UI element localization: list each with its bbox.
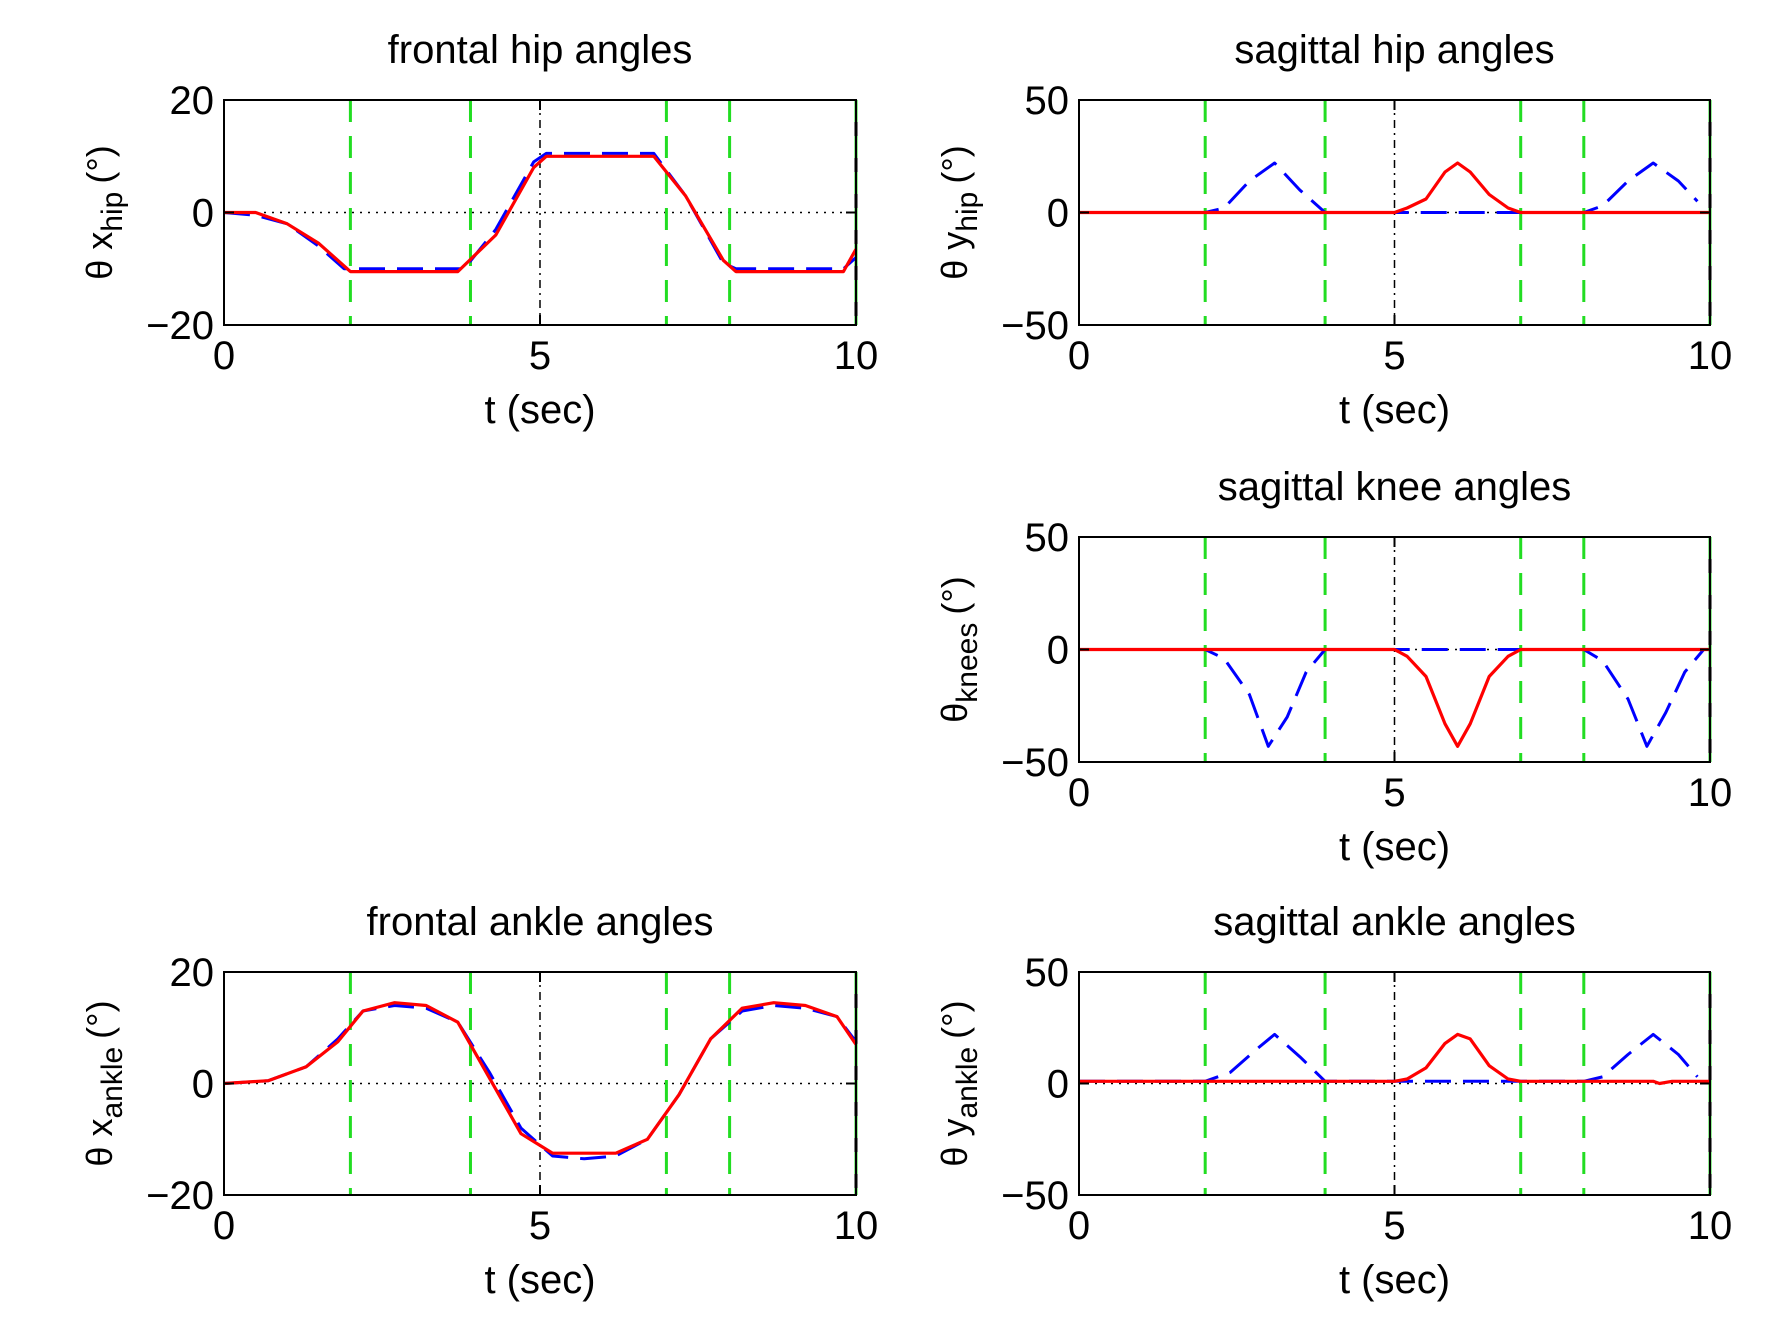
frontal-hip-y-tick-label: −20	[146, 304, 214, 348]
sagittal-knee-y-tick-label: −50	[1001, 741, 1069, 785]
frontal-ankle-x-axis-label: t (sec)	[484, 1258, 595, 1302]
sagittal-hip-title: sagittal hip angles	[1234, 28, 1554, 72]
frontal-hip-title: frontal hip angles	[388, 28, 693, 72]
frontal-hip-x-axis-label: t (sec)	[484, 388, 595, 432]
sagittal-ankle-y-axis-label-unit: (°)	[934, 1000, 975, 1038]
frontal-hip-y-axis-label-unit: (°)	[79, 145, 120, 183]
sagittal-hip-y-axis-label: θ yhip (°)	[934, 145, 984, 279]
frontal-hip-y-axis-label-sub: hip	[96, 192, 129, 232]
frontal-ankle-y-tick-label: 20	[170, 951, 215, 995]
sagittal-ankle-x-tick-label: 5	[1383, 1204, 1405, 1248]
sagittal-hip-y-tick-label: 50	[1025, 79, 1070, 123]
sagittal-hip-series-solid	[1079, 161, 1710, 215]
frontal-ankle-x-tick-label: 5	[529, 1204, 551, 1248]
frontal-ankle-title: frontal ankle angles	[367, 900, 714, 944]
sagittal-knee-y-tick-label: 0	[1047, 629, 1069, 673]
sagittal-ankle-y-tick-label: 50	[1025, 951, 1070, 995]
sagittal-ankle-x-axis-label: t (sec)	[1339, 1258, 1450, 1302]
sagittal-knee-y-axis-label-sub: knees	[951, 623, 984, 703]
sagittal-knee-x-tick-label: 0	[1068, 771, 1090, 815]
sagittal-hip-x-axis-label: t (sec)	[1339, 388, 1450, 432]
sagittal-ankle-y-tick-label: 0	[1047, 1063, 1069, 1107]
sagittal-hip-y-tick-label: 0	[1047, 192, 1069, 236]
frontal-hip-series-solid	[224, 154, 858, 274]
frontal-hip-x-tick-label: 5	[529, 334, 551, 378]
sagittal-knee-series-solid	[1079, 647, 1710, 748]
sagittal-hip-y-tick-label: −50	[1001, 304, 1069, 348]
frontal-hip-x-tick-label: 0	[213, 334, 235, 378]
frontal-ankle-y-tick-label: 0	[192, 1063, 214, 1107]
frontal-hip-x-tick-label: 10	[834, 334, 879, 378]
sagittal-ankle-y-axis-label: θ yankle (°)	[934, 1000, 984, 1166]
sagittal-knee-x-tick-label: 10	[1688, 771, 1733, 815]
sagittal-ankle-y-axis-label-sub: ankle	[951, 1047, 984, 1119]
frontal-ankle-y-tick-label: −20	[146, 1174, 214, 1218]
sagittal-knee-title: sagittal knee angles	[1218, 465, 1572, 509]
frontal-hip-y-tick-label: 0	[192, 192, 214, 236]
sagittal-knee-y-axis-label-main: θ	[934, 703, 975, 723]
sagittal-hip-y-axis-label-unit: (°)	[934, 145, 975, 183]
sagittal-hip-x-tick-label: 0	[1068, 334, 1090, 378]
sagittal-hip-x-tick-label: 10	[1688, 334, 1733, 378]
frontal-ankle-x-tick-label: 10	[834, 1204, 879, 1248]
sagittal-hip-x-tick-label: 5	[1383, 334, 1405, 378]
sagittal-knee-x-axis-label: t (sec)	[1339, 825, 1450, 869]
sagittal-ankle-title: sagittal ankle angles	[1213, 900, 1575, 944]
sagittal-ankle-y-tick-label: −50	[1001, 1174, 1069, 1218]
frontal-hip-y-tick-label: 20	[170, 79, 215, 123]
sagittal-ankle-x-tick-label: 0	[1068, 1204, 1090, 1248]
sagittal-ankle-x-tick-label: 10	[1688, 1204, 1733, 1248]
sagittal-hip-y-axis-label-sub: hip	[951, 192, 984, 232]
frontal-ankle-series-solid	[223, 1001, 858, 1155]
frontal-ankle-x-tick-label: 0	[213, 1204, 235, 1248]
frontal-ankle-y-axis-label-sub: ankle	[96, 1047, 129, 1119]
frontal-ankle-y-axis-label: θ xankle (°)	[79, 1000, 129, 1166]
frontal-ankle-y-axis-label-main: θ x	[79, 1119, 120, 1167]
sagittal-knee-y-tick-label: 50	[1025, 516, 1070, 560]
sagittal-hip-y-axis-label-main: θ y	[934, 232, 975, 280]
sagittal-ankle-y-axis-label-main: θ y	[934, 1119, 975, 1167]
frontal-ankle-y-axis-label-unit: (°)	[79, 1000, 120, 1038]
frontal-hip-y-axis-label: θ xhip (°)	[79, 145, 129, 279]
frontal-hip-y-axis-label-main: θ x	[79, 232, 120, 280]
sagittal-knee-y-axis-label: θknees (°)	[934, 576, 984, 722]
sagittal-knee-y-axis-label-unit: (°)	[934, 576, 975, 614]
sagittal-knee-x-tick-label: 5	[1383, 771, 1405, 815]
sagittal-ankle-series-solid	[1079, 1032, 1710, 1086]
